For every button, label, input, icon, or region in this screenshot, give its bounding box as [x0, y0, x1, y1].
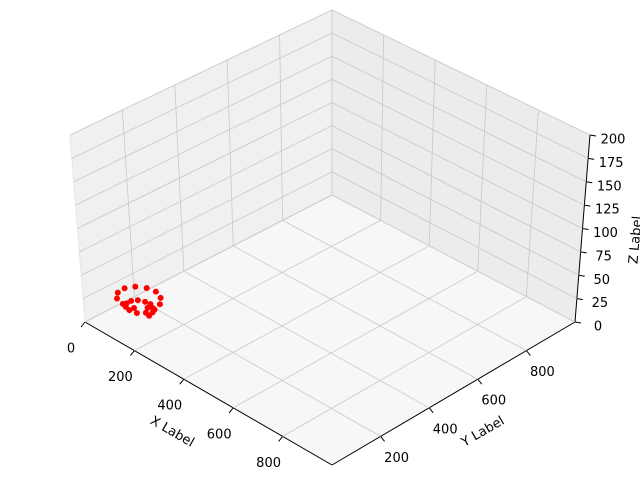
x-axis-line [84, 321, 333, 466]
grid-line [331, 125, 581, 253]
x-tick-label: 800 [256, 456, 281, 471]
z-tick-label: 175 [599, 156, 624, 171]
grid-line [77, 102, 333, 229]
x-axis-label: X Label [147, 413, 196, 450]
grid-line [81, 148, 333, 276]
y-axis-label: Y Label [458, 414, 507, 451]
y-tick-label: 600 [481, 394, 506, 409]
x-tick [130, 350, 135, 356]
grid-line [282, 296, 527, 437]
grid-line [233, 245, 478, 380]
point [156, 301, 163, 308]
grid-line [134, 296, 381, 437]
grid-line [331, 32, 589, 159]
z-tick-label: 200 [601, 133, 626, 148]
grid-line [331, 171, 578, 299]
x-tick-label: 200 [108, 370, 133, 385]
z-tick-label: 25 [592, 296, 609, 311]
z-tick-label: 0 [594, 320, 602, 335]
grid-line [282, 220, 527, 351]
z-tick [574, 321, 582, 324]
z-tick [578, 274, 585, 277]
grid-line [331, 9, 591, 136]
x-tick-label: 600 [207, 427, 232, 442]
grid-line [183, 270, 430, 409]
x-tick [228, 407, 234, 414]
point [152, 288, 159, 295]
point [119, 300, 126, 307]
z-tick-label: 50 [593, 273, 610, 288]
point [113, 295, 120, 302]
point [157, 294, 164, 301]
x-tick [278, 436, 283, 442]
point [144, 304, 151, 311]
z-tick-label: 100 [593, 226, 618, 241]
grid-line [71, 32, 333, 159]
point [121, 285, 128, 292]
z-tick [580, 251, 587, 254]
y-tick [477, 378, 483, 385]
grid-line [331, 55, 587, 183]
grid-line [69, 9, 333, 136]
z-tick [589, 134, 597, 137]
z-tick-label: 125 [595, 203, 620, 218]
grid-line [331, 79, 585, 206]
x-tick-label: 400 [157, 399, 182, 414]
grid-line [233, 270, 478, 409]
y-tick-label: 800 [530, 365, 555, 380]
x-tick [179, 378, 185, 385]
z-tick [584, 204, 591, 207]
point [126, 307, 133, 314]
grid-line [331, 194, 576, 323]
z-tick [582, 228, 589, 230]
z-axis-label: Z Label [626, 215, 640, 264]
y-tick-label: 400 [433, 422, 458, 437]
x-tick-label: 0 [67, 342, 75, 357]
grid-line [183, 245, 430, 380]
point [131, 304, 138, 311]
point [133, 310, 140, 317]
z-tick [588, 157, 595, 160]
point [142, 298, 149, 305]
point [134, 297, 141, 304]
grid-line [331, 102, 583, 229]
grid-line [82, 171, 333, 299]
y-tick [526, 350, 531, 356]
grid-line [331, 148, 579, 276]
point [114, 289, 121, 296]
point [142, 309, 149, 316]
y-tick [380, 436, 385, 442]
y-tick-label: 200 [384, 451, 409, 466]
z-tick [576, 298, 583, 301]
y-tick [428, 407, 434, 414]
z-tick [586, 181, 593, 184]
grid-line [73, 55, 333, 183]
y-axis-line [331, 321, 576, 466]
z-tick-label: 150 [597, 179, 622, 194]
point [143, 285, 150, 292]
point [151, 306, 158, 313]
point [132, 283, 139, 290]
grid-line [134, 220, 381, 351]
grid-line [75, 79, 333, 206]
grid-line [79, 125, 333, 253]
x-tick [80, 321, 86, 328]
z-tick-label: 75 [595, 249, 612, 264]
point [128, 297, 135, 304]
